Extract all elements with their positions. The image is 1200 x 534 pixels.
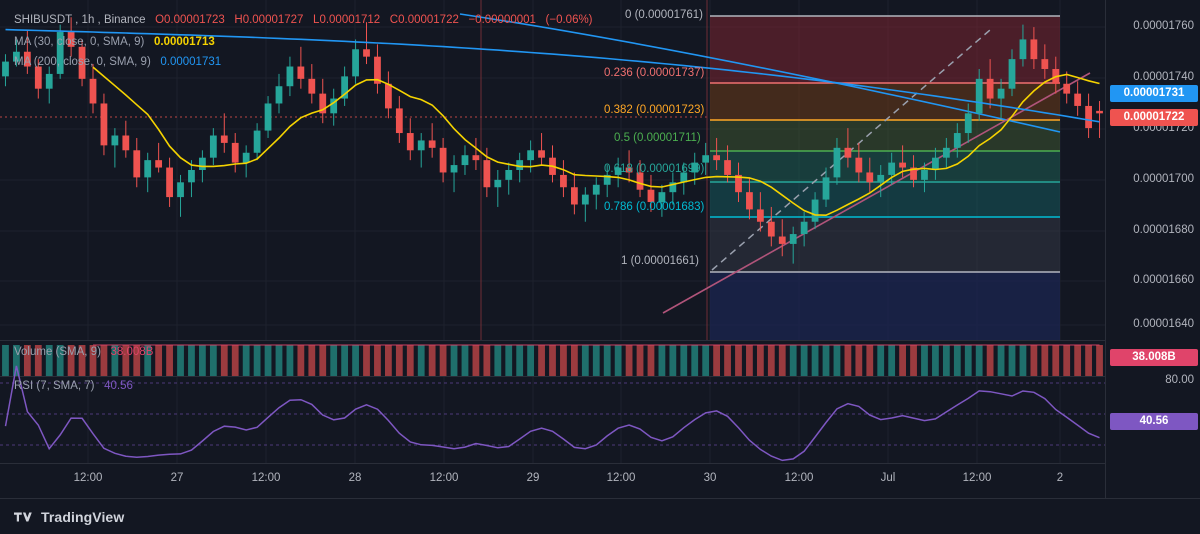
ma200-legend-label: MA (200, close, 0, SMA, 9) (14, 56, 151, 68)
last-price-badge[interactable]: 0.00001722 (1110, 109, 1198, 126)
price-chart-pane[interactable]: SHIBUSDT , 1h , Binance O0.00001723 H0.0… (0, 0, 1105, 340)
ascending-support-trendline[interactable] (662, 72, 1091, 314)
price-axis-tick: 0.00001700 (1133, 173, 1194, 185)
symbol-exchange[interactable]: Binance (103, 14, 146, 26)
volume-legend-value: 38.008B (110, 346, 154, 358)
price-axis[interactable]: 0.00001760 0.00001740 0.00001720 0.00001700… (1105, 0, 1200, 498)
ohlc-low: L0.00001712 (313, 14, 381, 26)
fib-label-500: 0.5 (0.00001711) (614, 132, 701, 144)
price-axis-tick: 0.00001660 (1133, 274, 1194, 286)
pane-divider-rsi[interactable] (0, 376, 1105, 377)
time-axis-tick: 12:00 (73, 472, 103, 484)
time-axis-tick: 29 (526, 472, 540, 484)
volume-chart-canvas (2, 344, 1103, 376)
symbol-legend[interactable]: SHIBUSDT , 1h , Binance O0.00001723 H0.0… (14, 14, 593, 26)
time-axis-tick: 12:00 (962, 472, 992, 484)
ma30-legend-value: 0.00001713 (153, 36, 215, 48)
ma30-legend-label: MA (30, close, 0, SMA, 9) (14, 36, 145, 48)
ma200-legend-value: 0.00001731 (160, 56, 222, 68)
change-percent: (−0.06%) (545, 14, 593, 26)
ma200-legend[interactable]: MA (200, close, 0, SMA, 9) 0.00001731 (14, 56, 221, 68)
price-axis-tick: 0.00001740 (1133, 71, 1194, 83)
time-axis-tick: 12:00 (251, 472, 281, 484)
fib-retracement-zones[interactable] (710, 16, 1060, 340)
rsi-vertical-gridlines (87, 377, 1061, 463)
volume-value-badge[interactable]: 38.008B (1110, 349, 1198, 366)
fib-label-382: 0.382 (0.00001723) (604, 104, 705, 116)
ma200-price-badge[interactable]: 0.00001731 (1110, 85, 1198, 102)
pane-divider-volume[interactable] (0, 340, 1105, 341)
descending-resistance-trendline[interactable] (459, 13, 1061, 133)
change-absolute: −0.00000001 (468, 14, 536, 26)
time-axis-tick: 27 (170, 472, 184, 484)
fib-label-618: 0.618 (0.00001699) (604, 163, 705, 175)
pane-divider-time-axis (0, 463, 1105, 464)
symbol-ticker[interactable]: SHIBUSDT (14, 14, 72, 26)
fib-label-1: 1 (0.00001661) (621, 255, 700, 267)
price-axis-tick: 0.00001640 (1133, 318, 1194, 330)
rsi-value-badge[interactable]: 40.56 (1110, 413, 1198, 430)
time-axis-tick: Jul (880, 472, 896, 484)
price-chart-canvas (0, 0, 1105, 340)
rsi-line (4, 365, 1100, 462)
time-axis[interactable]: 12:00 27 12:00 28 12:00 29 12:00 30 12:00 Jul 12:0… (0, 464, 1105, 498)
time-axis-tick: 12:00 (606, 472, 636, 484)
rsi-pane[interactable]: RSI (7, SMA, 7) 40.56 (0, 365, 1105, 463)
time-axis-tick: 30 (703, 472, 717, 484)
ohlc-close: C0.00001722 (389, 14, 459, 26)
ohlc-open: O0.00001723 (155, 14, 225, 26)
rsi-legend-value: 40.56 (104, 380, 133, 392)
ohlc-high: H0.00001727 (234, 14, 304, 26)
ma30-line (92, 66, 1100, 217)
fib-label-236: 0.236 (0.00001737) (604, 67, 705, 79)
price-axis-tick: 0.00001760 (1133, 20, 1194, 32)
ma200-line (5, 28, 1100, 123)
rsi-legend-label: RSI (7, SMA, 7) (14, 380, 95, 392)
rsi-axis-tick: 80.00 (1165, 374, 1194, 386)
volume-legend[interactable]: Volume (SMA, 9) 38.008B (14, 346, 153, 358)
time-axis-tick: 12:00 (784, 472, 814, 484)
fib-label-786: 0.786 (0.00001683) (604, 201, 705, 213)
symbol-interval[interactable]: 1h (81, 14, 95, 26)
footer-bar: TradingView (0, 498, 1200, 534)
time-axis-tick: 28 (348, 472, 362, 484)
time-axis-tick: 12:00 (429, 472, 459, 484)
rsi-legend[interactable]: RSI (7, SMA, 7) 40.56 (14, 380, 133, 392)
fib-label-0: 0 (0.00001761) (625, 9, 704, 21)
ma30-legend[interactable]: MA (30, close, 0, SMA, 9) 0.00001713 (14, 36, 215, 48)
candlestick-series (2, 17, 1103, 264)
rsi-chart-canvas (0, 365, 1105, 463)
rsi-band-lines (0, 382, 1105, 446)
price-axis-tick: 0.00001680 (1133, 224, 1194, 236)
volume-legend-label: Volume (SMA, 9) (14, 346, 101, 358)
time-axis-tick: 2 (1056, 472, 1064, 484)
tradingview-brand-label[interactable]: TradingView (41, 508, 125, 525)
volume-pane[interactable]: Volume (SMA, 9) 38.008B (0, 341, 1105, 376)
tradingview-logo-icon[interactable] (14, 510, 34, 524)
